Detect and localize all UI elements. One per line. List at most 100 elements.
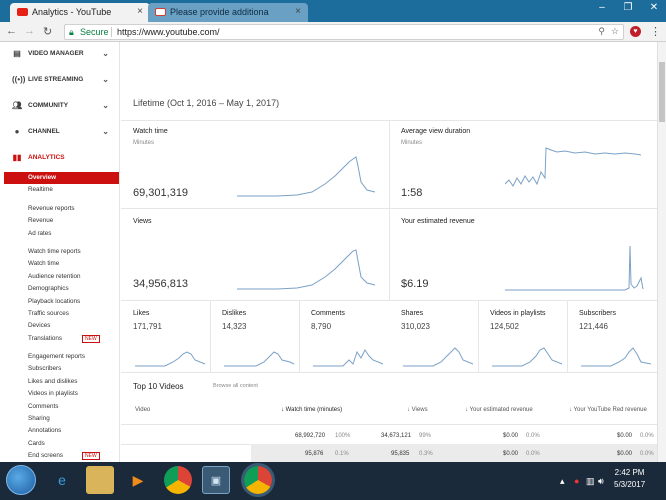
chrome-icon[interactable]	[164, 466, 192, 494]
sidebar-item-watch-time-reports[interactable]: Watch time reports	[28, 247, 81, 255]
live-streaming-icon: ((•))	[12, 75, 26, 84]
chevron-down-icon: ⌄	[102, 75, 109, 84]
tab-analytics-youtube[interactable]: Analytics - YouTube ×	[10, 3, 150, 22]
page-scrollbar[interactable]	[657, 42, 666, 462]
sidebar-item-sharing[interactable]: Sharing	[28, 415, 50, 423]
sidebar-item-channel[interactable]: ● CHANNEL ⌄	[0, 120, 119, 146]
sidebar-item-revenue[interactable]: Revenue	[28, 217, 54, 225]
divider	[389, 120, 390, 300]
network-icon[interactable]: ▥	[586, 476, 595, 486]
sidebar-item-video-manager[interactable]: ▤ VIDEO MANAGER ⌄	[0, 42, 119, 68]
sidebar-item-watch-time[interactable]: Watch time	[28, 260, 60, 268]
sidebar-item-label: LIVE STREAMING	[28, 76, 84, 83]
sidebar-item-translations[interactable]: Translations NEW	[0, 333, 119, 345]
chrome-active-icon[interactable]	[244, 466, 272, 494]
card-value: 121,446	[579, 322, 608, 331]
card-unit: Minutes	[133, 140, 155, 146]
sidebar-item-community[interactable]: 👥︎ COMMUNITY ⌄	[0, 94, 119, 120]
sidebar-item-subscribers[interactable]: Subscribers	[28, 365, 62, 373]
card-value: 69,301,319	[133, 187, 189, 199]
revenue-pct: 0.0%	[526, 433, 540, 439]
column-header-views[interactable]: ↓ Views	[407, 407, 428, 413]
url-field[interactable]: 🔒︎ Secure https://www.youtube.com/ ⚲ ☆	[64, 24, 624, 40]
sidebar-item-engagement-reports[interactable]: Engagement reports	[28, 353, 86, 361]
back-icon[interactable]: ←	[6, 25, 17, 37]
views-sparkline	[237, 249, 376, 290]
close-icon[interactable]: ×	[295, 6, 301, 17]
start-button-icon[interactable]	[6, 465, 36, 495]
sidebar-item-label: ANALYTICS	[28, 154, 65, 161]
column-header-video[interactable]: Video	[135, 407, 151, 413]
divider	[121, 424, 657, 425]
search-icon[interactable]: ⚲	[598, 26, 605, 36]
tab-title: Analytics - YouTube	[32, 7, 112, 17]
sidebar-item-traffic-sources[interactable]: Traffic sources	[28, 309, 69, 317]
sidebar-item-likes-dislikes[interactable]: Likes and dislikes	[28, 377, 78, 385]
minimize-icon[interactable]: –	[599, 2, 605, 13]
average-view-duration-sparkline	[505, 147, 642, 187]
watch-time-pct: 0.1%	[335, 451, 349, 457]
tray-expand-icon[interactable]: ▴	[560, 476, 565, 486]
bookmark-star-icon[interactable]: ☆	[610, 26, 619, 36]
estimated-revenue-sparkline	[505, 245, 644, 291]
file-explorer-icon[interactable]	[86, 466, 114, 494]
divider	[567, 300, 568, 372]
system-clock[interactable]: 2:42 PM 5/3/2017	[614, 467, 645, 491]
remote-desktop-icon[interactable]: ▣	[202, 466, 230, 494]
sidebar-item-realtime[interactable]: Realtime	[28, 186, 53, 194]
sidebar-item-audience-retention[interactable]: Audience retention	[28, 272, 81, 280]
watch-time-value: 68,992,720	[295, 433, 326, 439]
column-header-watch-time[interactable]: ↓ Watch time (minutes)	[281, 407, 343, 413]
sidebar-item-devices[interactable]: Devices	[28, 322, 51, 330]
sidebar-item-overview[interactable]: Overview	[4, 172, 119, 185]
sidebar-item-label: COMMUNITY	[28, 102, 69, 109]
tray-app-icon[interactable]: ●	[574, 476, 580, 486]
revenue-value: $0.00	[503, 433, 519, 439]
sidebar-item-playback-locations[interactable]: Playback locations	[28, 297, 81, 305]
tab-strip: Analytics - YouTube × Please provide add…	[0, 0, 666, 22]
card-title: Shares	[401, 310, 424, 317]
internet-explorer-icon[interactable]: e	[58, 472, 66, 488]
comments-sparkline	[313, 349, 384, 367]
browse-all-content-link[interactable]: Browse all content	[213, 383, 258, 389]
table-row[interactable]: 95,876 0.1% 95,835 0.3% $0.00 0.0% $0.00…	[251, 444, 657, 462]
divider	[121, 372, 657, 373]
youtube-favicon-icon	[17, 8, 28, 16]
watch-time-pct: 100%	[335, 433, 351, 439]
reload-icon[interactable]: ↻	[43, 26, 53, 38]
maximize-icon[interactable]: ❐	[623, 2, 633, 13]
column-header-red-revenue[interactable]: ↓ Your YouTube Red revenue	[569, 407, 647, 413]
scrollbar-thumb[interactable]	[659, 62, 665, 122]
card-title: Views	[133, 218, 152, 225]
sidebar-item-demographics[interactable]: Demographics	[28, 285, 69, 293]
sidebar-item-revenue-reports[interactable]: Revenue reports	[28, 204, 75, 212]
forward-icon[interactable]: →	[24, 25, 35, 37]
sidebar-item-end-screens[interactable]: End screens NEW	[0, 450, 119, 462]
close-icon[interactable]: ×	[137, 6, 143, 17]
sidebar-item-cards[interactable]: Cards	[28, 439, 45, 447]
card-title: Dislikes	[222, 310, 247, 317]
revenue-pct: 0.0%	[526, 451, 540, 457]
divider	[121, 208, 657, 209]
divider	[121, 300, 657, 301]
close-window-icon[interactable]: ✕	[649, 2, 659, 13]
sidebar: ▤ VIDEO MANAGER ⌄ ((•)) LIVE STREAMING ⌄…	[0, 42, 120, 462]
tab-gmail[interactable]: Please provide additiona ×	[148, 3, 308, 22]
sidebar-item-analytics[interactable]: ▮▮ ANALYTICS	[0, 146, 119, 172]
red-revenue-value: $0.00	[617, 451, 633, 457]
card-value: 14,323	[222, 322, 247, 331]
sidebar-item-annotations[interactable]: Annotations	[28, 427, 62, 435]
subscribers-sparkline	[581, 347, 652, 367]
secure-label: Secure	[80, 27, 109, 37]
media-player-icon[interactable]: ▶	[132, 472, 144, 488]
sidebar-item-live-streaming[interactable]: ((•)) LIVE STREAMING ⌄	[0, 68, 119, 94]
sidebar-item-comments[interactable]: Comments	[28, 402, 59, 410]
volume-icon[interactable]: 🔊︎	[598, 476, 604, 486]
column-header-revenue[interactable]: ↓ Your estimated revenue	[465, 407, 533, 413]
sidebar-item-ad-rates[interactable]: Ad rates	[28, 229, 52, 237]
views-pct: 99%	[419, 433, 432, 439]
sidebar-item-videos-in-playlists[interactable]: Videos in playlists	[28, 390, 78, 398]
menu-icon[interactable]: ⋮	[650, 26, 661, 38]
red-revenue-pct: 0.0%	[640, 433, 654, 439]
extension-icon[interactable]: ♥	[630, 26, 641, 37]
